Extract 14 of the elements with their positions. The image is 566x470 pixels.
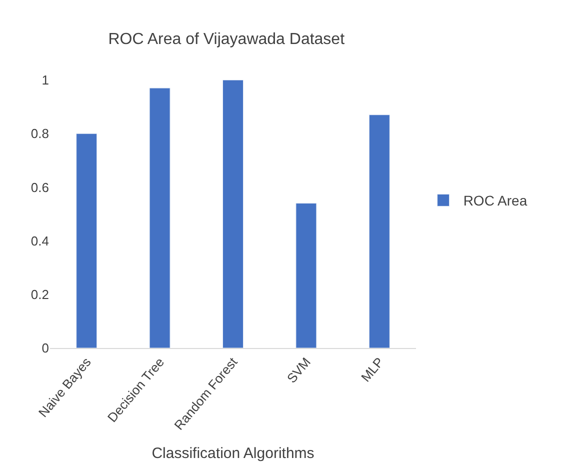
y-tick-label: 0.6 [30, 180, 49, 195]
chart-title: ROC Area of Vijayawada Dataset [108, 31, 346, 48]
bar [222, 80, 244, 348]
bar [149, 88, 170, 348]
bar [296, 203, 317, 348]
y-tick-label: 0 [42, 340, 49, 356]
bar [76, 133, 98, 348]
y-tick-label: 1 [42, 72, 49, 88]
bar [368, 114, 390, 348]
legend-label: ROC Area [463, 192, 528, 209]
y-tick-label: 0.8 [30, 126, 49, 142]
y-tick-label: 0.2 [30, 286, 49, 302]
x-axis-title: Classification Algorithms [152, 444, 314, 462]
y-tick-label: 0.4 [30, 233, 49, 248]
